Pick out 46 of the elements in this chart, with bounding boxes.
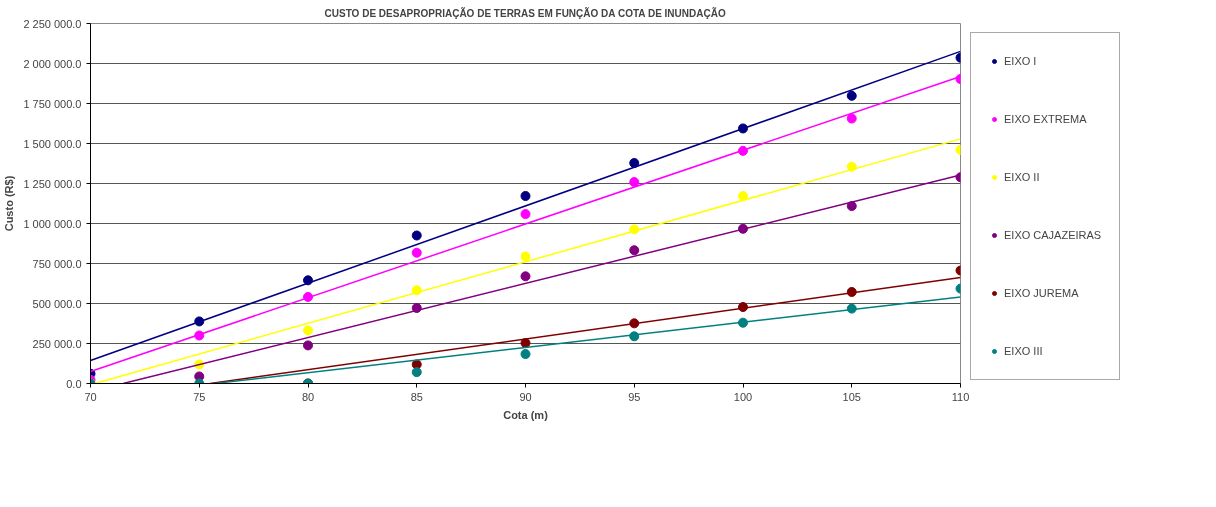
x-tick-label: 85 [410, 390, 423, 403]
point [629, 158, 640, 169]
x-axis-title: Cota (m) [503, 408, 549, 421]
x-tick-label: 100 [733, 390, 753, 403]
point [738, 190, 748, 201]
legend-label: EIXO JUREMA [1004, 287, 1079, 299]
legend-label: EIXO III [1004, 345, 1043, 357]
y-tick-label: 1 000 000.0 [23, 217, 82, 230]
point [629, 177, 640, 188]
y-tick-label: 1 750 000.0 [23, 97, 82, 110]
y-tick-label: 1 250 000.0 [23, 177, 82, 190]
point [520, 251, 531, 262]
point [411, 247, 422, 258]
x-tick-label: 80 [301, 390, 315, 403]
y-tick-label: 2 000 000.0 [23, 57, 82, 70]
y-tick-label: 1 500 000.0 [23, 137, 82, 150]
point [846, 201, 857, 212]
x-tick-label: 90 [519, 390, 532, 403]
y-tick-label: 2 250 000.0 [23, 17, 82, 30]
y-axis-title: Custo (R$) [3, 175, 16, 232]
point [303, 325, 313, 336]
point [303, 275, 313, 286]
chart-title: CUSTO DE DESAPROPRIAÇÃO DE TERRAS EM FUNÇÃO DA COTA DE INUNDAÇÃO [324, 6, 726, 19]
point [629, 245, 640, 256]
point [520, 349, 531, 360]
y-tick-label: 500 000.0 [32, 297, 82, 310]
point [846, 113, 857, 124]
point [846, 90, 857, 101]
legend-label: EIXO EXTREMA [1004, 113, 1087, 125]
point [520, 190, 531, 201]
point [411, 367, 422, 378]
y-tick-label: 0.0 [66, 377, 82, 390]
legend-label: EIXO CAJAZEIRAS [1004, 229, 1102, 241]
point [520, 209, 531, 220]
x-tick-label: 105 [842, 390, 861, 403]
point [411, 230, 422, 241]
x-tick-label: 110 [951, 390, 970, 403]
y-tick-label: 250 000.0 [32, 337, 82, 350]
x-tick-label: 75 [193, 390, 206, 403]
x-tick-label: 95 [628, 390, 641, 403]
legend-label: EIXO II [1004, 171, 1040, 183]
legend-label: EIXO I [1004, 55, 1037, 67]
point [303, 340, 313, 351]
point [520, 271, 531, 282]
x-tick-label: 70 [84, 390, 97, 403]
y-tick-label: 750 000.0 [32, 257, 82, 270]
